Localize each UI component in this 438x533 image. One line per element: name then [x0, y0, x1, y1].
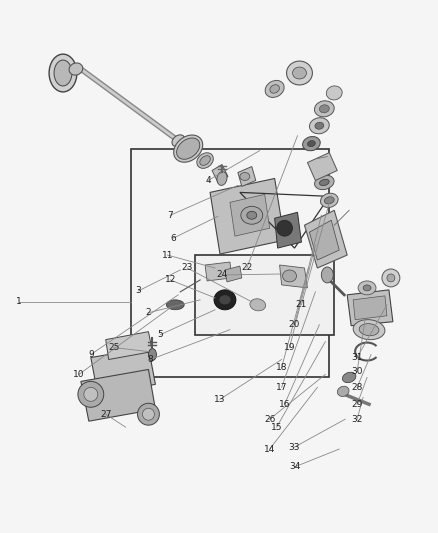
Polygon shape: [230, 195, 270, 236]
Ellipse shape: [174, 135, 203, 162]
Polygon shape: [309, 220, 339, 260]
Polygon shape: [106, 332, 152, 360]
Text: 25: 25: [108, 343, 120, 352]
Ellipse shape: [172, 135, 184, 147]
Ellipse shape: [148, 349, 156, 360]
Text: 11: 11: [162, 251, 173, 260]
Ellipse shape: [84, 387, 98, 401]
Ellipse shape: [314, 101, 334, 117]
Text: 32: 32: [351, 415, 363, 424]
Ellipse shape: [200, 156, 210, 165]
Polygon shape: [225, 266, 242, 282]
Text: 12: 12: [165, 276, 176, 285]
Text: 9: 9: [88, 350, 94, 359]
Ellipse shape: [217, 172, 227, 185]
Text: 19: 19: [284, 343, 295, 352]
Text: 21: 21: [296, 300, 307, 309]
Text: 13: 13: [214, 395, 226, 404]
Polygon shape: [275, 212, 301, 248]
Text: 28: 28: [351, 383, 363, 392]
Text: 27: 27: [100, 410, 111, 419]
Ellipse shape: [283, 270, 297, 282]
Ellipse shape: [241, 206, 263, 224]
Ellipse shape: [326, 86, 342, 100]
Ellipse shape: [319, 105, 329, 113]
Ellipse shape: [343, 372, 356, 383]
Text: 31: 31: [351, 353, 363, 362]
Text: 20: 20: [289, 320, 300, 329]
Ellipse shape: [247, 211, 257, 219]
Ellipse shape: [325, 197, 334, 204]
Ellipse shape: [142, 408, 155, 420]
Ellipse shape: [382, 269, 400, 287]
Text: 6: 6: [170, 233, 176, 243]
Polygon shape: [347, 290, 393, 326]
Polygon shape: [238, 166, 256, 187]
Ellipse shape: [310, 118, 329, 134]
Polygon shape: [307, 152, 337, 181]
Text: 2: 2: [146, 308, 151, 317]
Text: 30: 30: [351, 367, 363, 376]
Ellipse shape: [240, 173, 250, 181]
Text: 29: 29: [351, 400, 363, 409]
Ellipse shape: [363, 285, 371, 291]
Text: 18: 18: [276, 363, 287, 372]
Text: 33: 33: [289, 442, 300, 451]
Polygon shape: [353, 296, 387, 320]
Bar: [131, 149, 329, 377]
Ellipse shape: [138, 403, 159, 425]
Ellipse shape: [321, 193, 338, 207]
Ellipse shape: [78, 382, 104, 407]
Polygon shape: [304, 211, 347, 268]
Ellipse shape: [69, 63, 83, 75]
Text: 22: 22: [241, 263, 252, 272]
Ellipse shape: [314, 175, 334, 190]
Polygon shape: [91, 348, 155, 394]
Text: 24: 24: [216, 270, 228, 279]
Text: 8: 8: [148, 355, 153, 364]
Ellipse shape: [319, 179, 329, 185]
Ellipse shape: [286, 61, 312, 85]
Ellipse shape: [270, 85, 279, 93]
Text: 3: 3: [136, 286, 141, 295]
Polygon shape: [279, 265, 307, 288]
Polygon shape: [210, 179, 285, 254]
Ellipse shape: [277, 220, 293, 236]
Ellipse shape: [303, 136, 320, 151]
Ellipse shape: [49, 54, 77, 92]
Ellipse shape: [219, 295, 231, 305]
Polygon shape: [81, 369, 155, 421]
Ellipse shape: [359, 324, 379, 336]
Ellipse shape: [353, 320, 385, 340]
Ellipse shape: [321, 267, 333, 283]
Ellipse shape: [197, 153, 213, 168]
Ellipse shape: [358, 281, 376, 295]
Text: 26: 26: [264, 415, 276, 424]
Text: 4: 4: [205, 176, 211, 185]
Text: 16: 16: [279, 400, 290, 409]
Bar: [195, 255, 334, 335]
Polygon shape: [205, 262, 232, 281]
Text: 23: 23: [181, 263, 193, 272]
Ellipse shape: [315, 122, 324, 130]
Text: 14: 14: [264, 445, 276, 454]
Ellipse shape: [214, 290, 236, 310]
Ellipse shape: [293, 67, 307, 79]
Text: 10: 10: [73, 370, 85, 379]
Text: 1: 1: [16, 297, 22, 306]
Ellipse shape: [166, 300, 184, 310]
Ellipse shape: [177, 138, 200, 159]
Text: 5: 5: [158, 330, 163, 339]
Polygon shape: [212, 165, 228, 182]
Text: 15: 15: [271, 423, 283, 432]
Text: 17: 17: [276, 383, 287, 392]
Ellipse shape: [337, 386, 349, 397]
Ellipse shape: [387, 274, 395, 282]
Text: 34: 34: [289, 463, 300, 472]
Ellipse shape: [250, 299, 266, 311]
Ellipse shape: [265, 80, 284, 98]
Ellipse shape: [54, 60, 72, 86]
Ellipse shape: [307, 141, 315, 147]
Text: 7: 7: [167, 211, 173, 220]
